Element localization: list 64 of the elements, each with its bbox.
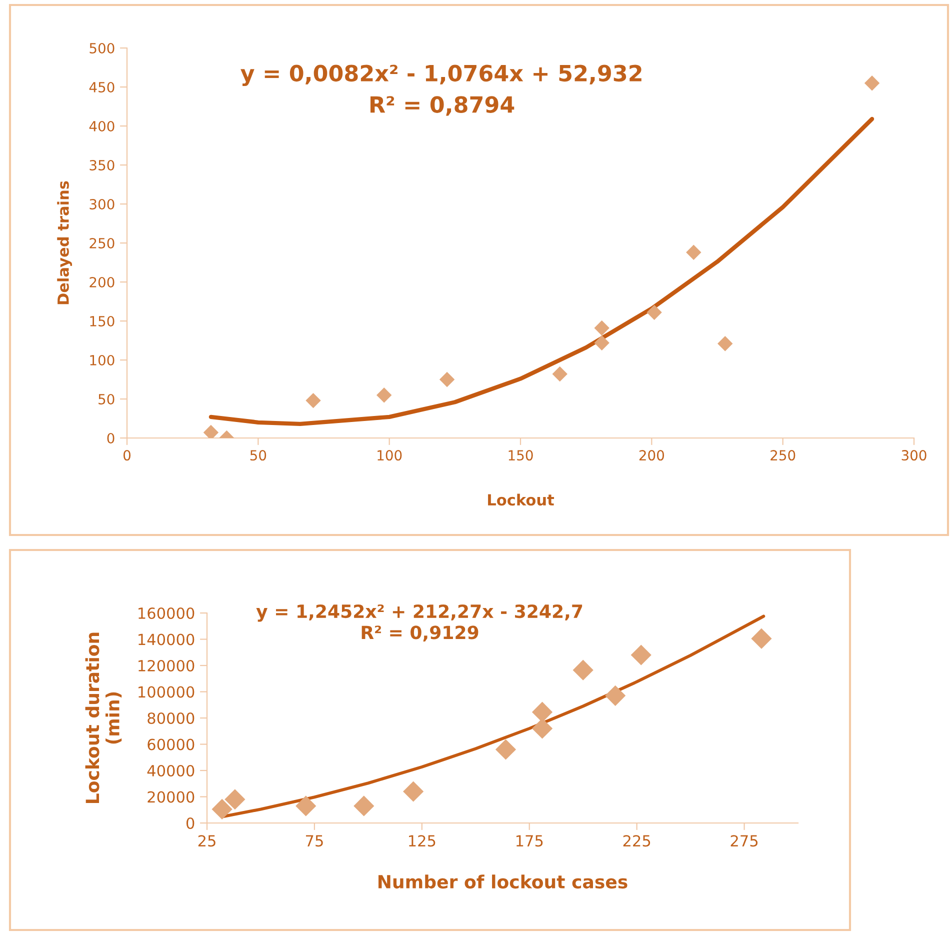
point [376, 387, 392, 403]
y-tick-label: 250 [90, 238, 114, 248]
point [864, 75, 880, 91]
point [686, 244, 702, 260]
y-tick-label: 60000 [148, 738, 194, 750]
x-axis-title: Number of lockout cases [378, 874, 628, 889]
x-tick-label: 250 [770, 450, 796, 461]
point [224, 789, 246, 810]
y-tick-label: 400 [89, 120, 114, 132]
x-tick-label: 275 [730, 835, 758, 847]
y-axis-title: Lockout duration (min) [85, 632, 122, 803]
y-tick-label: 0 [186, 817, 194, 830]
y-tick-label: 500 [90, 42, 114, 54]
x-tick-label: 125 [409, 835, 436, 847]
point [646, 304, 662, 320]
y-tick-label: 150 [90, 316, 114, 326]
point [403, 781, 424, 802]
annotation: y = 0,0082x² - 1,0764x + 52,932 [240, 64, 642, 86]
point [594, 335, 610, 350]
annotation: R² = 0,8794 [370, 96, 514, 116]
y-tick-label: 120000 [138, 660, 194, 672]
x-tick-label: 175 [516, 835, 543, 847]
x-tick-label: 225 [623, 835, 650, 847]
point [296, 796, 316, 816]
point [354, 796, 374, 816]
x-axis-title: Lockout [488, 494, 554, 506]
point [751, 628, 772, 649]
y-tick-label: 140000 [138, 634, 194, 646]
line-series [208, 116, 874, 426]
y-tick-label: 200 [90, 276, 114, 288]
x-tick-label: 200 [639, 450, 664, 461]
y-tick-label: 50 [98, 394, 114, 404]
point [495, 739, 516, 760]
y-tick-label: 40000 [147, 764, 194, 777]
y-tick-label: 100000 [138, 686, 194, 698]
x-tick-label: 300 [902, 450, 926, 461]
x-tick-label: 50 [250, 450, 266, 461]
x-tick-label: 0 [123, 450, 130, 461]
annotation: y = 1,2452x² + 212,27x - 3242,7 [256, 604, 582, 622]
y-tick-label: 20000 [148, 791, 194, 803]
point [532, 718, 553, 739]
y-tick-label: 80000 [148, 712, 194, 724]
y-tick-label: 350 [90, 160, 114, 170]
point [572, 660, 594, 680]
y-tick-label: 0 [107, 432, 114, 444]
annotation: R² = 0,9129 [362, 626, 478, 642]
point [212, 798, 232, 820]
point [630, 644, 652, 666]
y-tick-label: 160000 [138, 607, 194, 620]
x-tick-label: 25 [198, 835, 216, 847]
x-tick-label: 150 [508, 450, 533, 461]
point [306, 392, 321, 408]
point [532, 702, 553, 722]
x-tick-label: 75 [306, 835, 323, 847]
y-tick-label: 300 [90, 198, 114, 210]
point [594, 320, 610, 336]
point [605, 685, 626, 706]
point [718, 336, 733, 352]
y-tick-label: 100 [90, 354, 114, 366]
y-tick-label: 450 [89, 82, 114, 92]
point [439, 372, 455, 388]
point [552, 366, 568, 382]
y-axis-title: Delayed trains [57, 181, 72, 304]
x-tick-label: 100 [378, 450, 402, 461]
